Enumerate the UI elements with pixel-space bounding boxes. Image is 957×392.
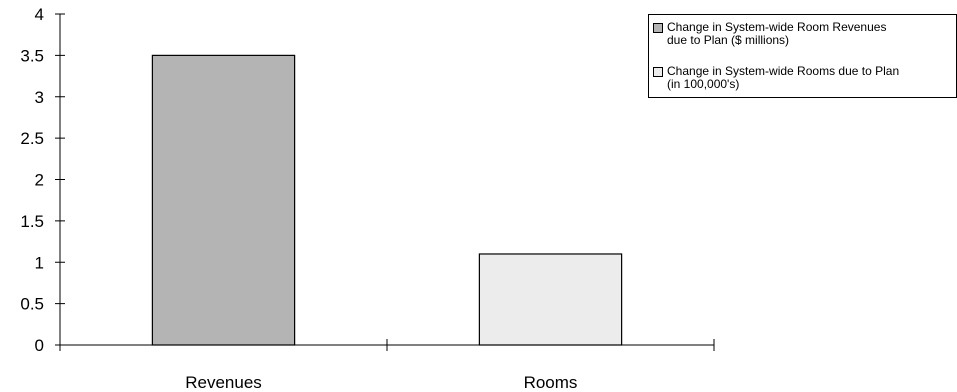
y-tick-label: 3.5 xyxy=(20,46,44,65)
y-tick-label: 4 xyxy=(35,5,44,24)
y-tick-label: 2.5 xyxy=(20,129,44,148)
y-tick-label: 0.5 xyxy=(20,295,44,314)
legend-label-rooms-line1: Change in System-wide Rooms due to Plan xyxy=(667,64,900,78)
legend-swatch-rooms xyxy=(653,67,663,77)
bar-rooms xyxy=(478,253,623,346)
legend-item-revenues: Change in System-wide Room Revenues due … xyxy=(653,21,956,47)
y-axis: 0 0.5 1 1.5 2 2.5 3 3.5 4 xyxy=(20,5,65,355)
bars xyxy=(151,54,623,346)
y-tick-label: 0 xyxy=(35,336,44,355)
x-axis: Revenues Rooms xyxy=(59,339,715,392)
y-tick-label: 3 xyxy=(35,88,44,107)
x-category-label: Rooms xyxy=(524,373,578,392)
y-tick-label: 1 xyxy=(35,253,44,272)
y-tick-label: 1.5 xyxy=(20,212,44,231)
bar-revenues xyxy=(151,54,296,346)
y-tick-label: 2 xyxy=(35,171,44,190)
legend-label-revenues-line1: Change in System-wide Room Revenues xyxy=(667,20,887,34)
legend-swatch-revenues xyxy=(653,23,663,33)
legend-label-revenues-line2: due to Plan ($ millions) xyxy=(667,33,790,47)
x-category-label: Revenues xyxy=(185,373,262,392)
legend-label-rooms-line2: (in 100,000's) xyxy=(667,77,740,91)
chart-legend: Change in System-wide Room Revenues due … xyxy=(648,14,957,98)
legend-item-rooms: Change in System-wide Rooms due to Plan … xyxy=(653,65,956,91)
